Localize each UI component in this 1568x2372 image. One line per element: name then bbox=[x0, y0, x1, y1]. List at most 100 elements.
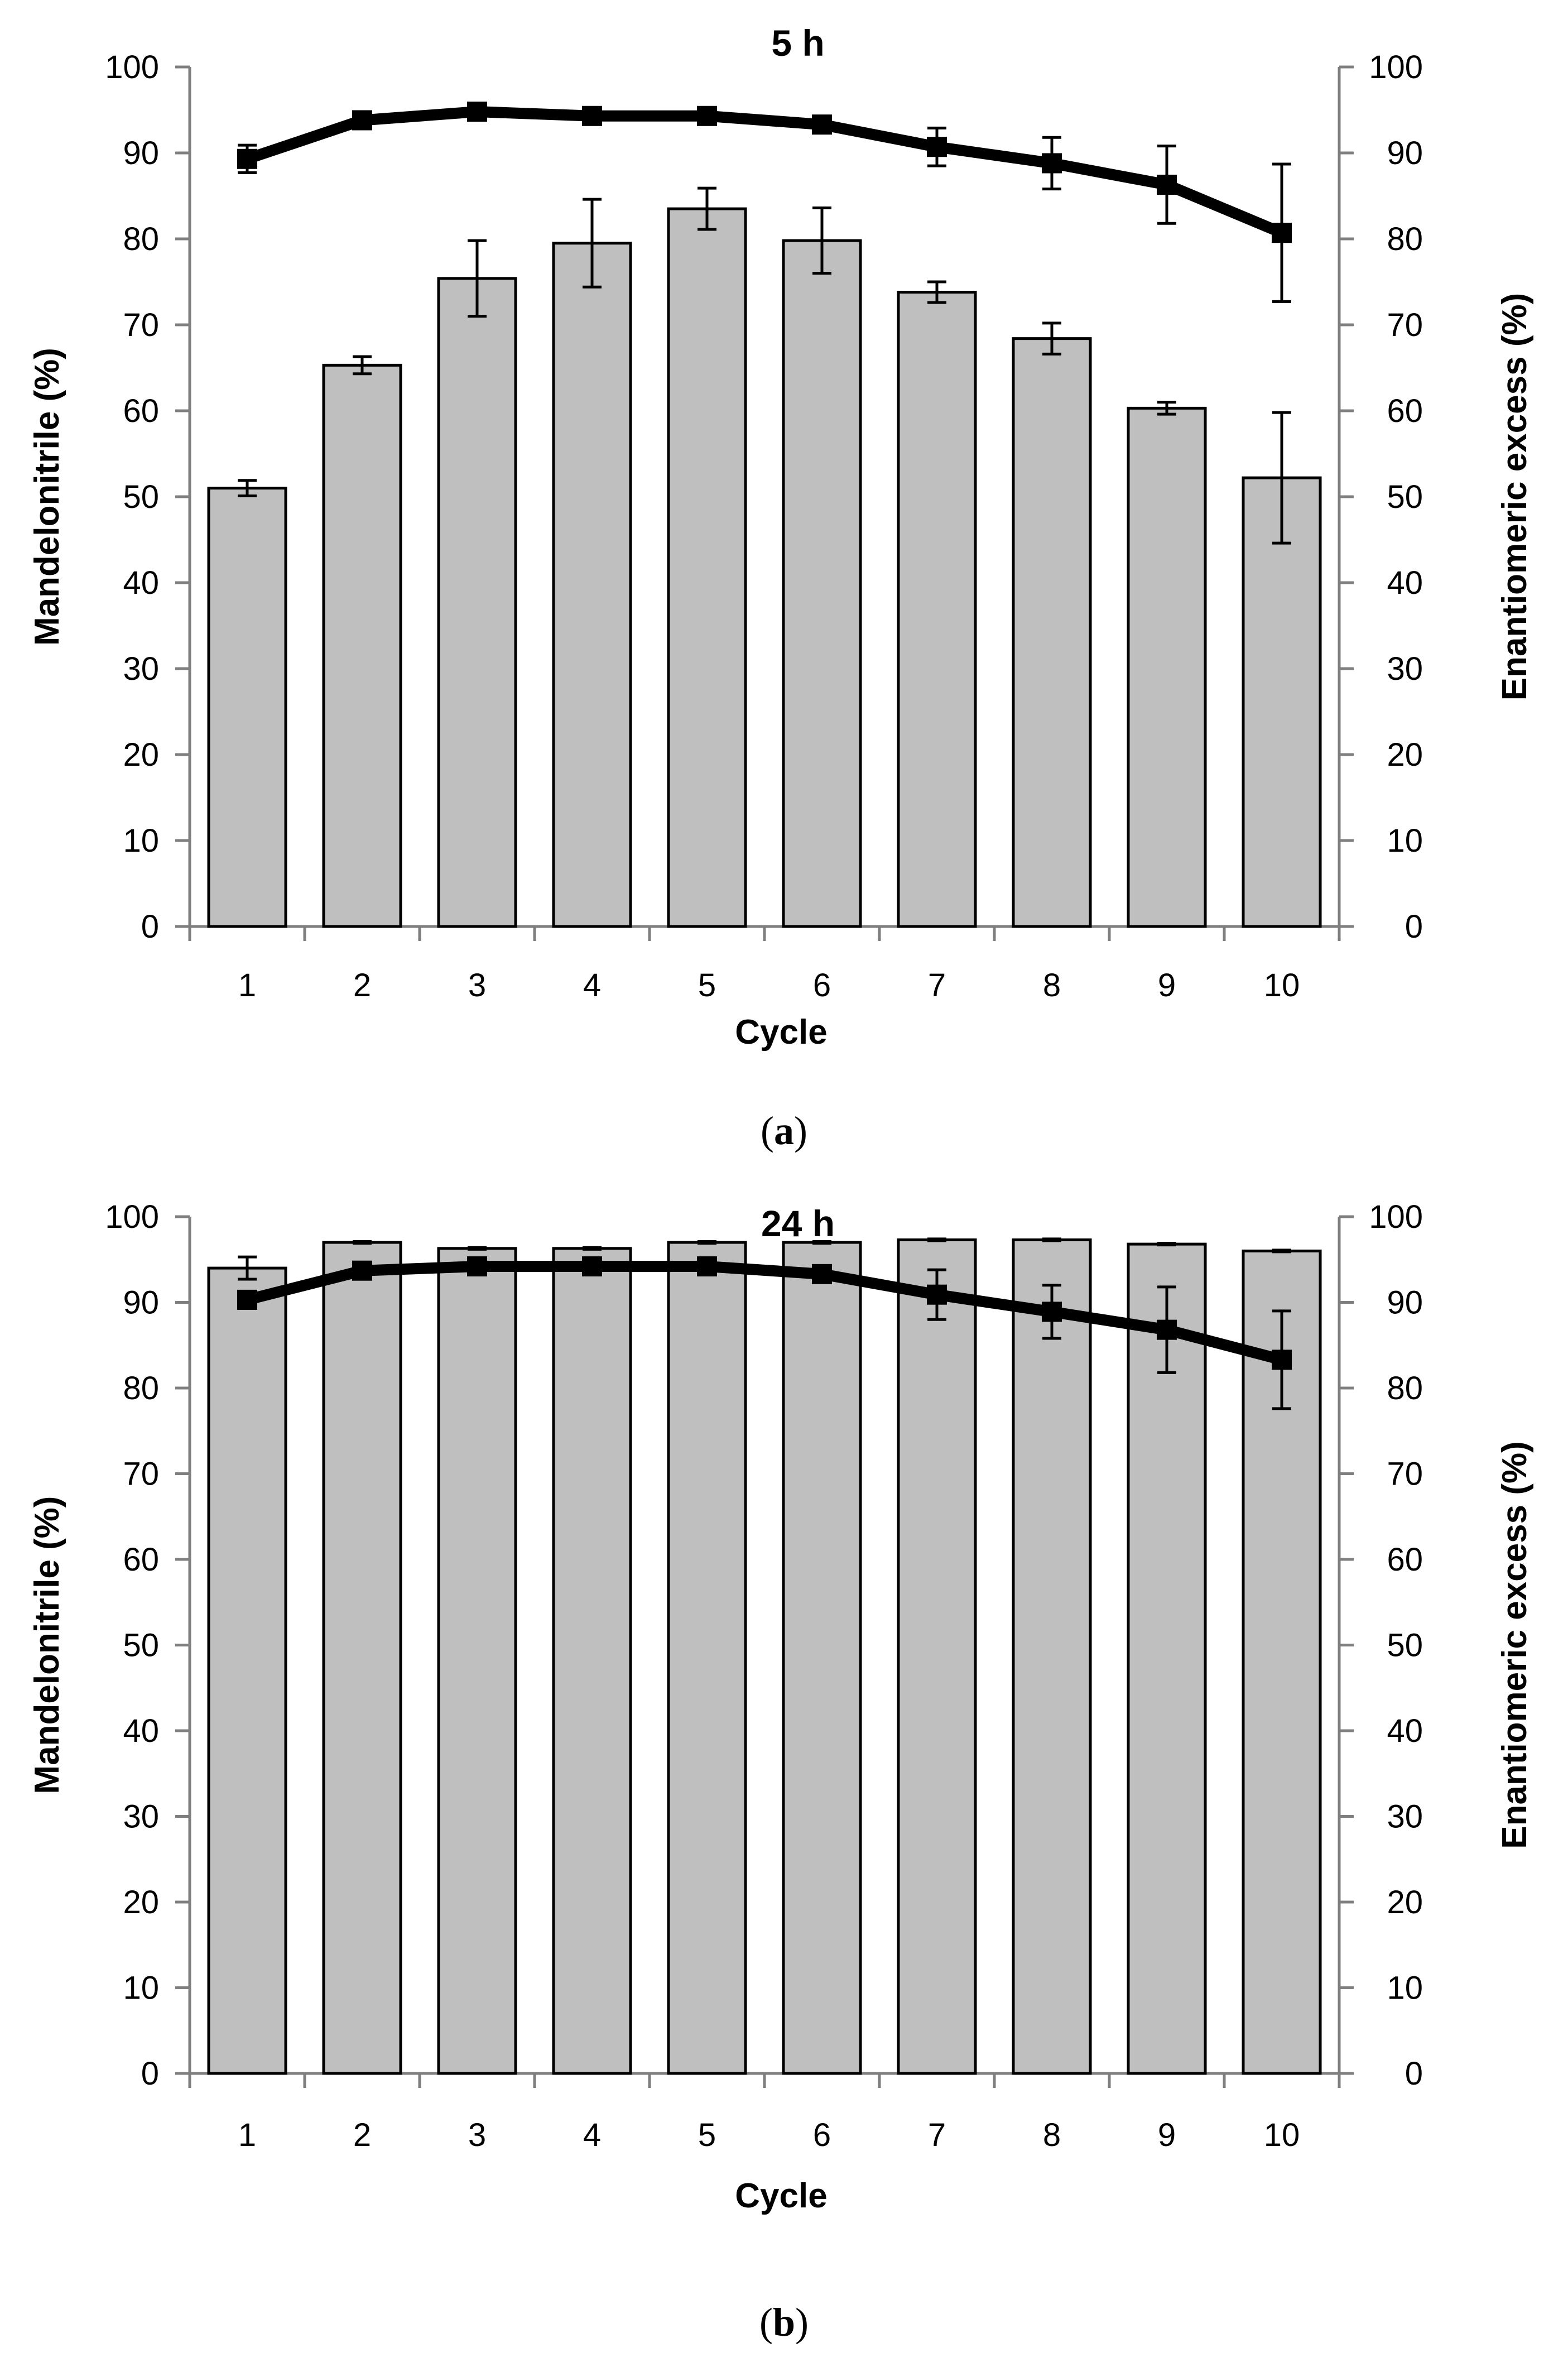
bar bbox=[897, 290, 977, 928]
right-y-tick-label: 60 bbox=[1387, 393, 1423, 429]
right-y-axis-title: Enantiomeric excess (%) bbox=[1495, 1441, 1534, 1849]
left-y-tick-label: 90 bbox=[123, 1285, 159, 1321]
right-y-tick-label: 90 bbox=[1387, 135, 1423, 171]
ee-point-marker bbox=[1042, 1302, 1062, 1322]
left-y-tick-label: 100 bbox=[105, 49, 159, 85]
bar bbox=[782, 1241, 862, 2075]
x-tick-label: 2 bbox=[353, 967, 371, 1003]
ee-point-marker bbox=[812, 114, 832, 135]
left-y-tick-label: 50 bbox=[123, 1627, 159, 1664]
x-tick-label: 3 bbox=[468, 2117, 486, 2153]
x-tick-label: 3 bbox=[468, 967, 486, 1003]
right-y-tick-label: 40 bbox=[1387, 565, 1423, 601]
left-y-tick-label: 70 bbox=[123, 307, 159, 343]
left-y-tick-label: 80 bbox=[123, 1370, 159, 1406]
ee-point-marker bbox=[697, 1256, 717, 1277]
ee-point-marker bbox=[582, 1256, 602, 1277]
bar bbox=[322, 363, 402, 928]
right-y-tick-label: 50 bbox=[1387, 479, 1423, 515]
ee-point-marker bbox=[352, 110, 372, 131]
right-y-tick-label: 70 bbox=[1387, 1456, 1423, 1492]
right-y-tick-label: 0 bbox=[1405, 909, 1423, 945]
x-tick-label: 1 bbox=[238, 2117, 256, 2153]
right-y-axis-title: Enantiomeric excess (%) bbox=[1495, 293, 1534, 701]
left-y-tick-label: 30 bbox=[123, 1799, 159, 1835]
bar bbox=[207, 1266, 287, 2075]
panel-label: (b) bbox=[759, 2300, 809, 2345]
right-y-tick-label: 70 bbox=[1387, 307, 1423, 343]
bar bbox=[667, 207, 747, 928]
ee-series-line bbox=[245, 106, 1284, 238]
x-tick-label: 10 bbox=[1264, 967, 1300, 1003]
bar bbox=[552, 242, 632, 928]
ee-point-marker bbox=[927, 137, 947, 157]
ee-point-marker bbox=[1157, 1319, 1177, 1340]
left-y-tick-label: 50 bbox=[123, 479, 159, 515]
ee-point-marker bbox=[1272, 1350, 1292, 1370]
ee-series-line bbox=[246, 1261, 1283, 1366]
ee-point-marker bbox=[352, 1260, 372, 1281]
ee-point-marker bbox=[467, 1256, 487, 1277]
left-y-tick-label: 20 bbox=[123, 737, 159, 773]
x-tick-label: 9 bbox=[1158, 967, 1176, 1003]
right-y-tick-label: 0 bbox=[1405, 2056, 1423, 2092]
right-y-tick-label: 90 bbox=[1387, 1285, 1423, 1321]
x-tick-label: 5 bbox=[698, 2117, 716, 2153]
chart-title: 24 h bbox=[761, 1203, 835, 1244]
right-y-tick-label: 30 bbox=[1387, 1799, 1423, 1835]
right-y-tick-label: 30 bbox=[1387, 651, 1423, 687]
left-y-tick-label: 40 bbox=[123, 565, 159, 601]
left-y-tick-label: 0 bbox=[141, 909, 159, 945]
x-tick-label: 6 bbox=[813, 967, 831, 1003]
right-y-tick-label: 20 bbox=[1387, 737, 1423, 773]
x-tick-label: 8 bbox=[1043, 2117, 1061, 2153]
chart-title: 5 h bbox=[771, 22, 824, 64]
right-y-tick-label: 10 bbox=[1387, 823, 1423, 859]
left-y-tick-label: 60 bbox=[123, 1542, 159, 1578]
x-tick-label: 8 bbox=[1043, 967, 1061, 1003]
left-y-axis-title: Mandelonitrile (%) bbox=[28, 1496, 66, 1794]
ee-point-marker bbox=[237, 148, 257, 169]
ee-point-marker bbox=[1157, 174, 1177, 195]
bar bbox=[1127, 406, 1207, 928]
ee-point-marker bbox=[582, 105, 602, 126]
left-y-tick-label: 10 bbox=[123, 823, 159, 859]
x-tick-label: 6 bbox=[813, 2117, 831, 2153]
x-tick-label: 9 bbox=[1158, 2117, 1176, 2153]
chart-panel-1: 0 0 10 10 20 20 30 30 40 40 50 50 60 60 70 70 80 80 90 90 10… bbox=[28, 22, 1534, 1153]
bar bbox=[1242, 476, 1322, 928]
bar bbox=[322, 1241, 402, 2075]
bar bbox=[437, 1247, 517, 2075]
x-tick-label: 4 bbox=[583, 967, 601, 1003]
right-y-tick-label: 20 bbox=[1387, 1884, 1423, 1920]
bar bbox=[897, 1238, 977, 2075]
bar bbox=[552, 1247, 632, 2075]
x-tick-label: 5 bbox=[698, 967, 716, 1003]
right-y-tick-label: 60 bbox=[1387, 1542, 1423, 1578]
left-y-tick-label: 40 bbox=[123, 1713, 159, 1749]
left-y-tick-label: 0 bbox=[141, 2056, 159, 2092]
ee-point-marker bbox=[697, 105, 717, 126]
x-tick-label: 2 bbox=[353, 2117, 371, 2153]
left-y-tick-label: 70 bbox=[123, 1456, 159, 1492]
left-y-tick-label: 60 bbox=[123, 393, 159, 429]
bar bbox=[437, 277, 517, 928]
left-y-tick-label: 90 bbox=[123, 135, 159, 171]
ee-point-marker bbox=[927, 1284, 947, 1305]
left-y-tick-label: 10 bbox=[123, 1970, 159, 2006]
left-y-axis-title: Mandelonitrile (%) bbox=[28, 348, 66, 646]
ee-point-marker bbox=[1042, 153, 1062, 174]
bar bbox=[1012, 1238, 1092, 2075]
chart-panel-2: 0 0 10 10 20 20 30 30 40 40 50 50 60 60 70 70 80 80 90 90 10… bbox=[28, 1199, 1534, 2345]
left-y-tick-label: 100 bbox=[105, 1199, 159, 1235]
x-tick-label: 7 bbox=[928, 967, 946, 1003]
left-y-tick-label: 20 bbox=[123, 1884, 159, 1920]
bar bbox=[782, 239, 862, 928]
right-y-tick-label: 100 bbox=[1369, 1199, 1423, 1235]
x-tick-label: 10 bbox=[1264, 2117, 1300, 2153]
ee-point-marker bbox=[237, 1289, 257, 1310]
x-axis-title: Cycle bbox=[735, 2177, 827, 2215]
panel-label: (a) bbox=[761, 1108, 807, 1153]
right-y-tick-label: 80 bbox=[1387, 1370, 1423, 1406]
